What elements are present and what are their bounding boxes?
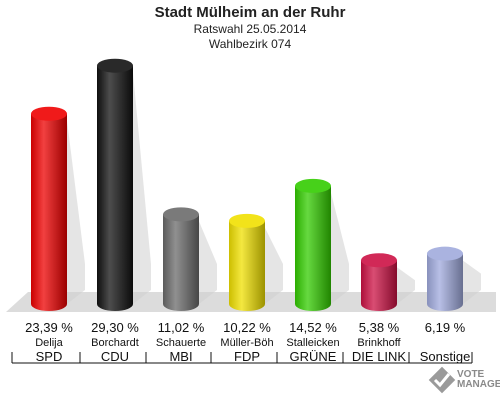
vote-manager-logo: VOTE MANAGER <box>428 366 500 396</box>
bar-top-cap <box>31 106 67 121</box>
bar-shadow <box>331 192 349 304</box>
bar-die-linke <box>361 260 397 304</box>
bar-mbi <box>163 214 199 304</box>
bar-shadow <box>397 267 415 304</box>
bar-bottom-cap <box>163 297 199 311</box>
vote-manager-logo-text: VOTE MANAGER <box>457 370 500 390</box>
bar-top-cap <box>97 58 133 73</box>
title-block: Stadt Mülheim an der Ruhr Ratswahl 25.05… <box>0 4 500 52</box>
bar-cdu <box>97 65 133 305</box>
bar-bottom-cap <box>97 297 133 311</box>
bar-sonstige <box>427 253 463 304</box>
logo-line-1: VOTE <box>457 369 485 380</box>
bar-top-cap <box>427 246 463 261</box>
bar-fdp <box>229 220 265 304</box>
bar-bottom-cap <box>295 297 331 311</box>
vote-manager-logo-icon <box>428 366 456 394</box>
bar-top-cap <box>229 213 265 228</box>
bar-shadow <box>133 72 151 305</box>
bar-shadow <box>67 120 85 305</box>
bar-top-cap <box>361 253 397 268</box>
bar-shadow <box>265 227 283 304</box>
bar-shadow <box>199 221 217 304</box>
bar-top-cap <box>295 178 331 193</box>
bar-spd <box>31 113 67 305</box>
bar-top-cap <box>163 207 199 222</box>
bar-bottom-cap <box>427 297 463 311</box>
logo-line-2: MANAGER <box>457 379 500 390</box>
bar-bottom-cap <box>31 297 67 311</box>
bar-bottom-cap <box>229 297 265 311</box>
bar-shadow <box>463 260 481 304</box>
bar-gr-ne <box>295 185 331 304</box>
chart-subtitle-district: Wahlbezirk 074 <box>208 37 292 51</box>
chart-title: Stadt Mülheim an der Ruhr <box>154 4 346 21</box>
bar-bottom-cap <box>361 297 397 311</box>
chart-subtitle-election: Ratswahl 25.05.2014 <box>193 22 307 36</box>
